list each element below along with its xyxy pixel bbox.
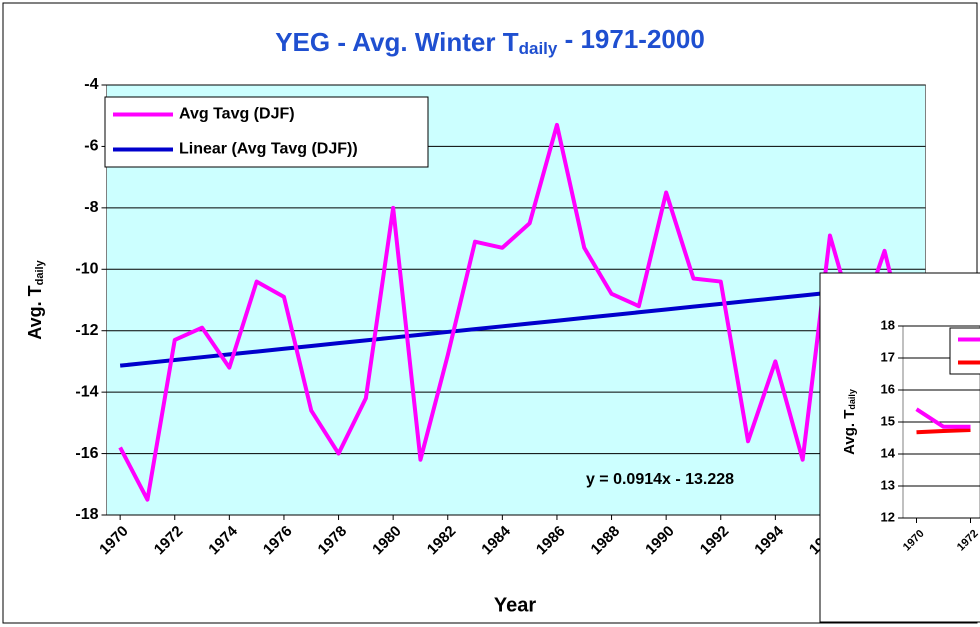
y-tick-label: 14 xyxy=(881,445,896,460)
chart-title-part: YEG - Avg. Winter T xyxy=(275,27,519,57)
series-line xyxy=(915,407,971,429)
y-tick-label: 17 xyxy=(881,349,895,364)
y-tick-label: 15 xyxy=(881,413,895,428)
y-tick-label: 12 xyxy=(881,509,895,524)
legend-label: Linear (Avg Tavg (DJF)) xyxy=(179,141,358,158)
y-tick-label: -4 xyxy=(84,76,98,93)
y-tick-label: 13 xyxy=(881,477,895,492)
legend-label: Avg Tavg (DJF) xyxy=(179,106,295,123)
y-axis-label: Avg. Tdaily xyxy=(841,389,858,455)
series-line xyxy=(916,428,971,435)
y-tick-label: -6 xyxy=(84,138,98,155)
series-line xyxy=(118,122,914,502)
x-axis-label: Year xyxy=(494,594,536,616)
chart-title-part: - 1971-2000 xyxy=(557,24,704,54)
series-line xyxy=(119,282,913,368)
legend-box xyxy=(949,327,980,375)
y-axis-label-part: Avg. T xyxy=(25,285,45,339)
y-tick-label: -18 xyxy=(75,506,98,523)
y-tick-label: 16 xyxy=(881,381,895,396)
y-axis-label-part: daily xyxy=(848,389,858,410)
y-tick-label: -10 xyxy=(75,261,98,278)
legend-box xyxy=(104,96,429,168)
trend-equation: y = 0.0914x - 13.228 xyxy=(586,471,734,488)
y-axis-label-part: Avg. T xyxy=(841,410,858,455)
y-tick-label: -12 xyxy=(75,322,98,339)
chart-title-part: daily xyxy=(519,39,558,58)
y-tick-label: -14 xyxy=(75,383,98,400)
chart-title: YEG - Avg. Winter Tdaily - 1971-2000 xyxy=(275,24,705,59)
y-tick-label: -8 xyxy=(84,199,98,216)
y-tick-label: -16 xyxy=(75,445,98,462)
y-axis-label: Avg. Tdaily xyxy=(25,259,46,339)
y-axis-label-part: daily xyxy=(34,259,46,285)
y-tick-label: 18 xyxy=(881,317,895,332)
